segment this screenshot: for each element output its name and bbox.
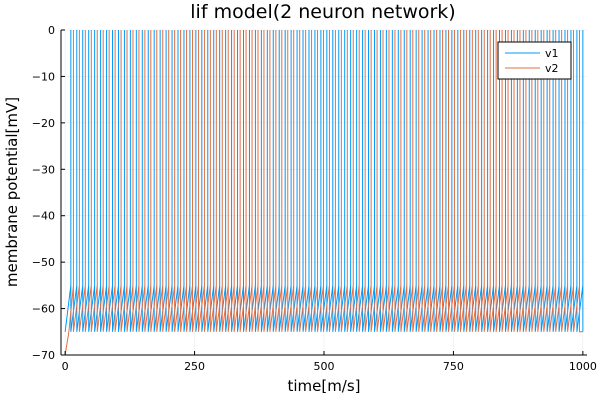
legend-box: [497, 41, 572, 80]
x-tick-label: 500: [314, 360, 335, 373]
y-tick-label: 0: [48, 24, 55, 37]
x-ticks: 0 250 500 750 1000: [62, 351, 597, 373]
series-line-v1: [64, 30, 584, 332]
x-tick-label: 1000: [569, 360, 597, 373]
x-axis-label: time[m/s]: [287, 377, 360, 395]
legend-label-v2: v2: [545, 62, 559, 75]
chart-title: lif model(2 neuron network): [190, 1, 455, 23]
x-tick-label: 250: [184, 360, 205, 373]
x-tick-label: 0: [62, 360, 69, 373]
x-tick-label: 750: [443, 360, 464, 373]
series-line-v2: [64, 30, 583, 355]
series-layer: [64, 30, 584, 355]
y-tick-label: −30: [32, 163, 55, 176]
y-tick-label: −40: [32, 210, 55, 223]
legend: v1 v2: [497, 41, 572, 80]
y-tick-label: −50: [32, 256, 55, 269]
y-tick-label: −70: [32, 349, 55, 362]
y-tick-label: −60: [32, 303, 55, 316]
y-axis-label: membrane potential[mV]: [3, 97, 21, 287]
y-ticks: −70 −60 −50 −40 −30 −20 −10 0: [32, 24, 65, 362]
y-tick-label: −20: [32, 117, 55, 130]
legend-label-v1: v1: [545, 47, 559, 60]
y-tick-label: −10: [32, 70, 55, 83]
